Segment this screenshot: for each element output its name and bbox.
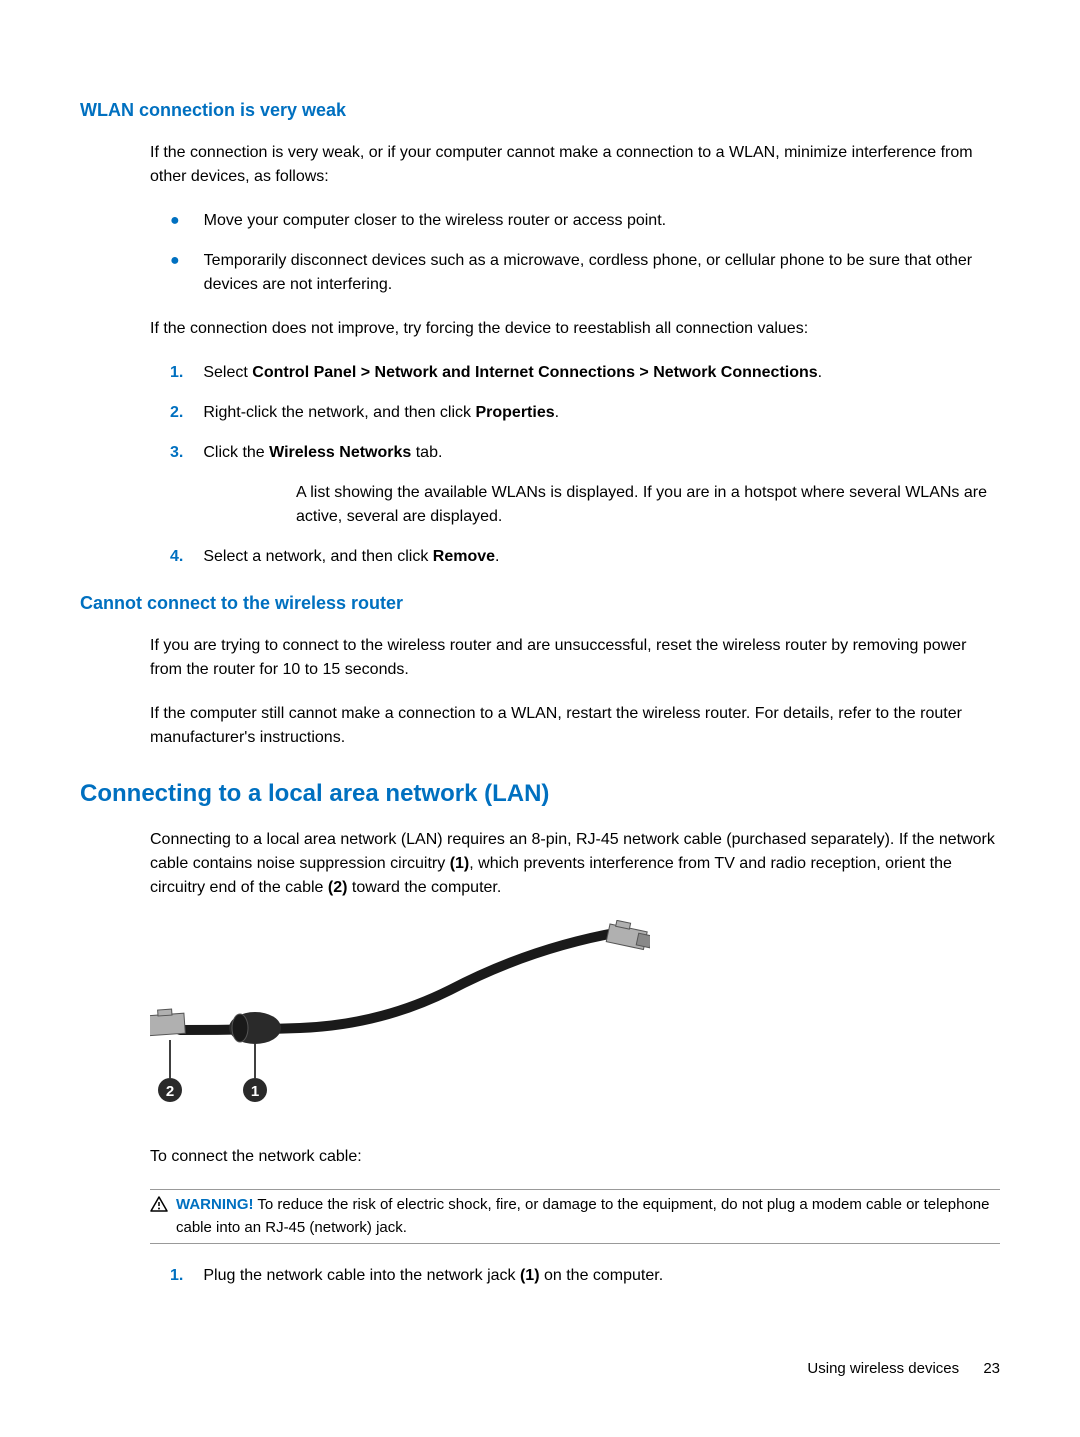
para-cannot-connect-2: If the computer still cannot make a conn…: [150, 702, 1000, 750]
bullet-text: Temporarily disconnect devices such as a…: [204, 249, 1000, 297]
footer-section-name: Using wireless devices: [807, 1360, 959, 1377]
step-number: 4.: [170, 545, 183, 569]
step-text: Select a network, and then click Remove.: [203, 545, 1000, 569]
cable-svg: 1 2: [150, 920, 650, 1110]
section-cannot-connect: Cannot connect to the wireless router If…: [80, 593, 1000, 750]
list-item: 1. Plug the network cable into the netwo…: [170, 1264, 1000, 1288]
heading-wlan-weak: WLAN connection is very weak: [80, 100, 1000, 121]
step-number: 1.: [170, 361, 183, 385]
bullet-list-wlan: ● Move your computer closer to the wirel…: [170, 209, 1000, 297]
list-item: ● Temporarily disconnect devices such as…: [170, 249, 1000, 297]
warning-icon: [150, 1194, 168, 1217]
step-number: 3.: [170, 441, 183, 465]
callout-1: 1: [251, 1083, 259, 1100]
para-wlan-weak-1: If the connection is very weak, or if yo…: [150, 141, 1000, 189]
step-text: Select Control Panel > Network and Inter…: [203, 361, 1000, 385]
heading-lan: Connecting to a local area network (LAN): [80, 780, 1000, 808]
para-cannot-connect-1: If you are trying to connect to the wire…: [150, 634, 1000, 682]
step-number: 2.: [170, 401, 183, 425]
section-lan: Connecting to a local area network (LAN)…: [80, 780, 1000, 1288]
step-text: Click the Wireless Networks tab.: [203, 441, 1000, 465]
list-item: 2. Right-click the network, and then cli…: [170, 401, 1000, 425]
warning-text: To reduce the risk of electric shock, fi…: [176, 1196, 989, 1236]
step-note: A list showing the available WLANs is di…: [296, 481, 1000, 529]
section-wlan-weak: WLAN connection is very weak If the conn…: [80, 100, 1000, 569]
numbered-list-wlan: 1. Select Control Panel > Network and In…: [170, 361, 1000, 569]
page-footer: Using wireless devices 23: [807, 1360, 1000, 1377]
para-lan-1: Connecting to a local area network (LAN)…: [150, 828, 1000, 900]
warning-box: WARNING! To reduce the risk of electric …: [150, 1189, 1000, 1244]
list-item: 1. Select Control Panel > Network and In…: [170, 361, 1000, 385]
footer-page-number: 23: [983, 1360, 1000, 1377]
list-item: ● Move your computer closer to the wirel…: [170, 209, 1000, 233]
step-text: Plug the network cable into the network …: [203, 1264, 1000, 1288]
callout-2: 2: [166, 1083, 174, 1100]
bullet-text: Move your computer closer to the wireles…: [204, 209, 1000, 233]
para-lan-2: To connect the network cable:: [150, 1145, 1000, 1169]
numbered-list-lan: 1. Plug the network cable into the netwo…: [170, 1264, 1000, 1288]
warning-label: WARNING!: [176, 1196, 254, 1213]
bullet-icon: ●: [170, 249, 180, 273]
step-number: 1.: [170, 1264, 183, 1288]
heading-cannot-connect: Cannot connect to the wireless router: [80, 593, 1000, 614]
list-item: 4. Select a network, and then click Remo…: [170, 545, 1000, 569]
para-wlan-weak-2: If the connection does not improve, try …: [150, 317, 1000, 341]
list-item: 3. Click the Wireless Networks tab.: [170, 441, 1000, 465]
warning-content: WARNING! To reduce the risk of electric …: [176, 1194, 1000, 1239]
bullet-icon: ●: [170, 209, 180, 233]
step-text: Right-click the network, and then click …: [203, 401, 1000, 425]
cable-illustration: 1 2: [150, 920, 1000, 1115]
